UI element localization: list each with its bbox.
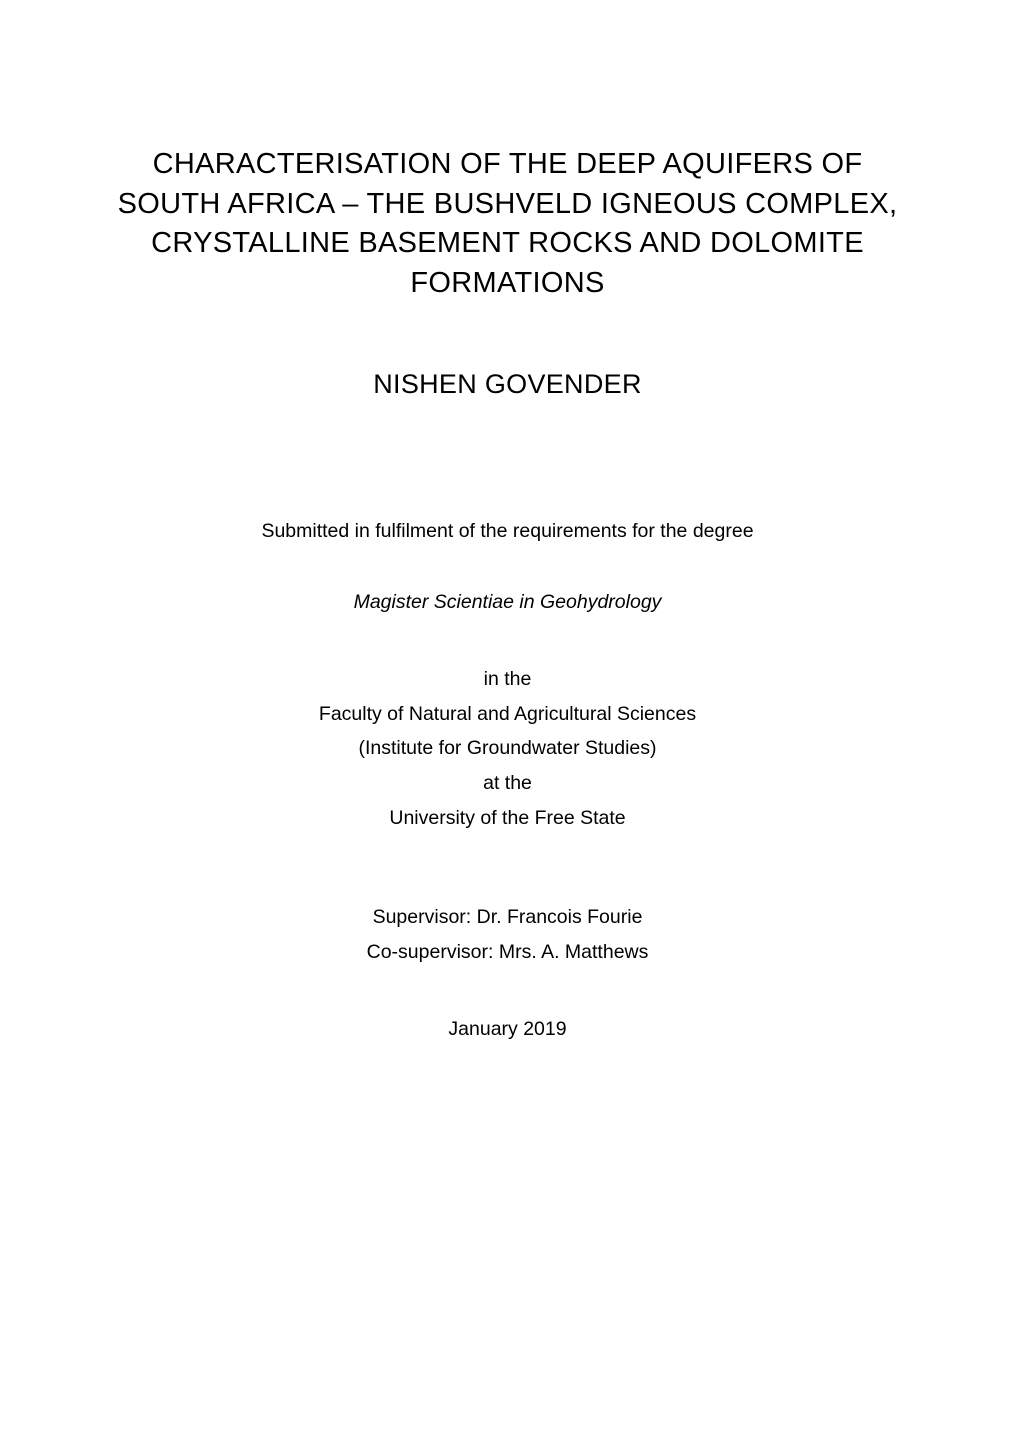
affiliation-line: in the: [110, 662, 905, 697]
supervisor-line: Supervisor: Dr. Francois Fourie: [110, 900, 905, 935]
affiliation-line: Faculty of Natural and Agricultural Scie…: [110, 697, 905, 732]
affiliation-line: (Institute for Groundwater Studies): [110, 731, 905, 766]
submission-date: January 2019: [110, 1018, 905, 1041]
affiliation-line: at the: [110, 766, 905, 801]
degree-requirement-text: Submitted in fulfilment of the requireme…: [110, 520, 905, 543]
thesis-title: CHARACTERISATION OF THE DEEP AQUIFERS OF…: [110, 145, 905, 304]
affiliation-block: in the Faculty of Natural and Agricultur…: [110, 662, 905, 836]
author-name: NISHEN GOVENDER: [110, 369, 905, 400]
affiliation-line: University of the Free State: [110, 801, 905, 836]
degree-name: Magister Scientiae in Geohydrology: [110, 591, 905, 614]
supervisors-block: Supervisor: Dr. Francois Fourie Co-super…: [110, 900, 905, 969]
cosupervisor-line: Co-supervisor: Mrs. A. Matthews: [110, 935, 905, 970]
